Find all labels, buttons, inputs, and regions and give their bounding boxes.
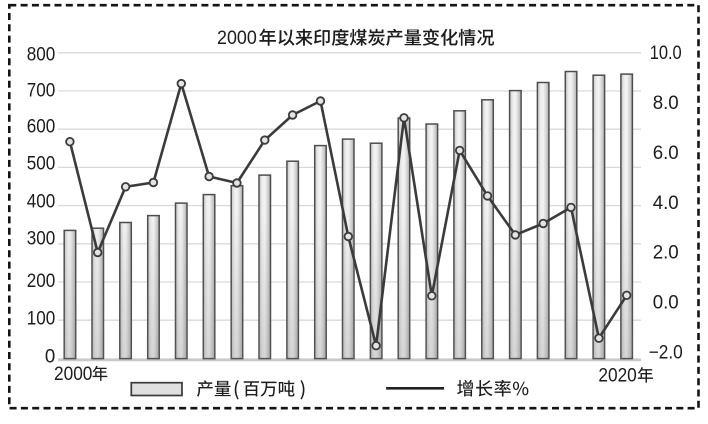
svg-text:600: 600 (27, 117, 56, 138)
svg-text:400: 400 (27, 192, 56, 213)
svg-text:2020: 2020 (598, 365, 636, 386)
svg-text:300: 300 (27, 229, 56, 250)
svg-text:6.0: 6.0 (653, 143, 679, 164)
svg-text:500: 500 (27, 154, 56, 175)
svg-text:800: 800 (27, 45, 56, 66)
svg-text:−2.0: −2.0 (649, 343, 683, 364)
svg-text:0: 0 (45, 347, 55, 368)
svg-text:2000: 2000 (217, 28, 257, 49)
svg-text:2000: 2000 (54, 364, 92, 385)
svg-text:200: 200 (27, 271, 56, 292)
svg-text:0.0: 0.0 (653, 293, 679, 314)
svg-text:4.0: 4.0 (653, 193, 679, 214)
svg-text:8.0: 8.0 (653, 93, 679, 114)
svg-text:100: 100 (27, 309, 56, 330)
svg-text:10.0: 10.0 (650, 43, 682, 64)
svg-text:700: 700 (27, 81, 56, 102)
svg-text:2.0: 2.0 (653, 243, 679, 264)
